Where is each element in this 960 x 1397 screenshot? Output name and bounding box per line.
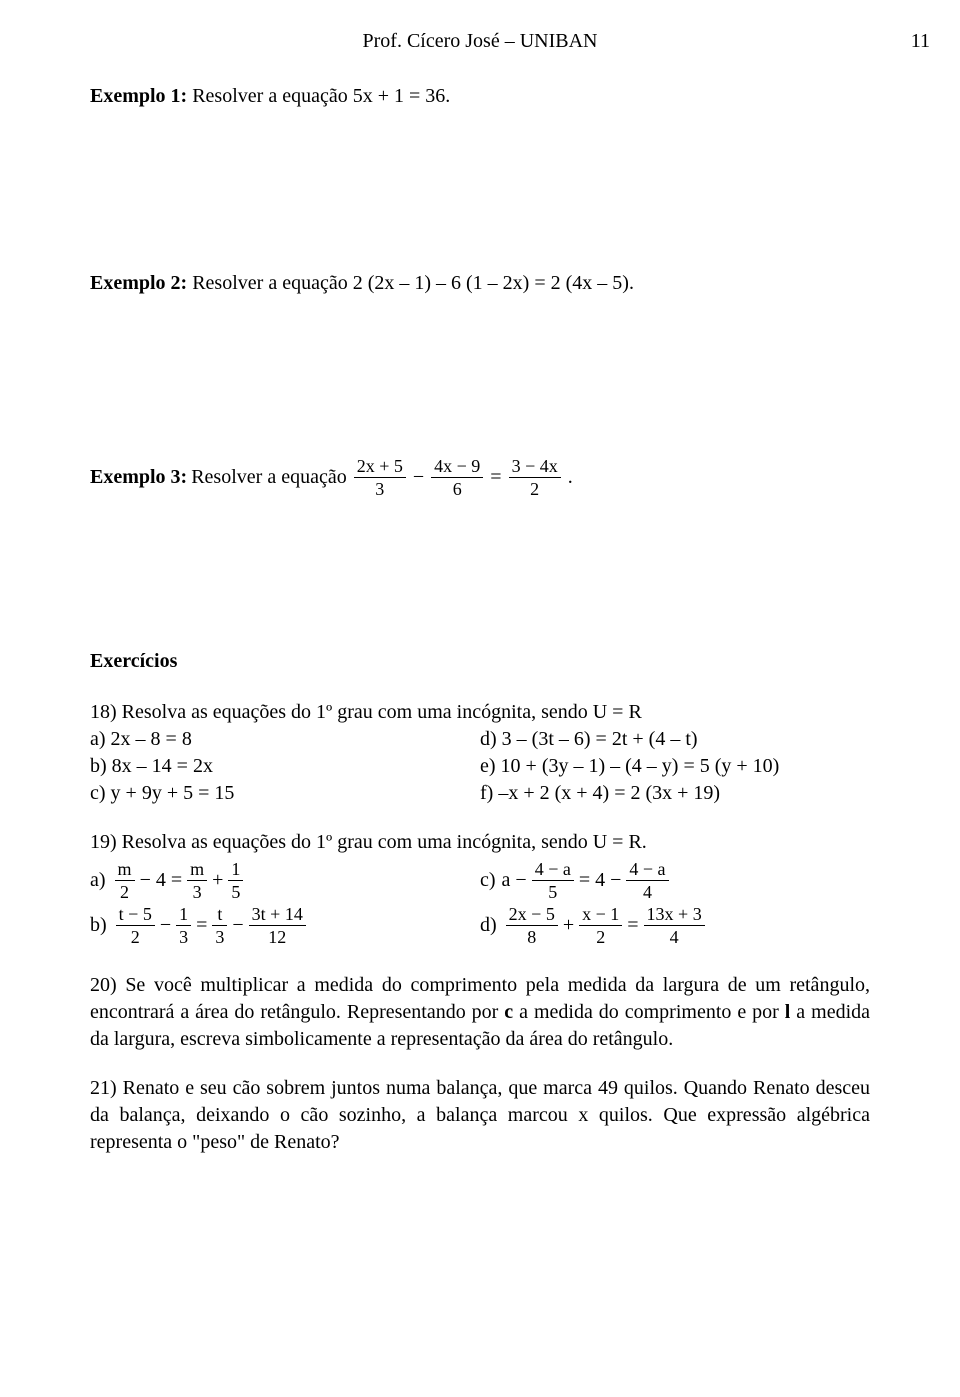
q18-intro: 18) Resolva as equações do 1º grau com u…	[90, 699, 870, 726]
q19-a: a) m2 − 4 = m3 + 15	[90, 860, 480, 901]
example-1-label: Exemplo 1:	[90, 85, 187, 107]
example-3-label: Exemplo 3:	[90, 464, 187, 491]
example-2-label: Exemplo 2:	[90, 272, 187, 294]
q19-intro: 19) Resolva as equações do 1º grau com u…	[90, 829, 870, 856]
example-1-text: Resolver a equação 5x + 1 = 36.	[187, 85, 450, 107]
example-2: Exemplo 2: Resolver a equação 2 (2x – 1)…	[90, 270, 870, 297]
page-header: Prof. Cícero José – UNIBAN 11	[90, 28, 870, 55]
q19-b: b) t − 52 − 13 = t3 − 3t + 1412	[90, 905, 480, 946]
q18-a: a) 2x – 8 = 8	[90, 726, 480, 753]
question-19: 19) Resolva as equações do 1º grau com u…	[90, 829, 870, 950]
example-3: Exemplo 3: Resolver a equação 2x + 5 3 −…	[90, 457, 870, 498]
question-21: 21) Renato e seu cão sobrem juntos numa …	[90, 1075, 870, 1156]
exercicios-heading: Exercícios	[90, 648, 870, 675]
q19-c: c) a − 4 − a5 = 4 − 4 − a4	[480, 860, 870, 901]
q18-e: e) 10 + (3y – 1) – (4 – y) = 5 (y + 10)	[480, 753, 870, 780]
q19-d: d) 2x − 58 + x − 12 = 13x + 34	[480, 905, 870, 946]
q18-d: d) 3 – (3t – 6) = 2t + (4 – t)	[480, 726, 870, 753]
ex3-minus: −	[413, 464, 424, 491]
example-1: Exemplo 1: Resolver a equação 5x + 1 = 3…	[90, 83, 870, 110]
ex3-frac-3: 3 − 4x 2	[509, 457, 561, 498]
ex3-frac-1: 2x + 5 3	[354, 457, 406, 498]
ex3-frac-2: 4x − 9 6	[431, 457, 483, 498]
ex3-eq: =	[490, 464, 501, 491]
ex3-dot: .	[568, 464, 573, 491]
header-text: Prof. Cícero José – UNIBAN	[363, 30, 598, 52]
q18-f: f) –x + 2 (x + 4) = 2 (3x + 19)	[480, 780, 870, 807]
question-18: 18) Resolva as equações do 1º grau com u…	[90, 699, 870, 807]
page-number: 11	[911, 28, 930, 55]
q18-c: c) y + 9y + 5 = 15	[90, 780, 480, 807]
example-3-lead: Resolver a equação	[191, 464, 346, 491]
question-20: 20) Se você multiplicar a medida do comp…	[90, 972, 870, 1053]
example-2-text: Resolver a equação 2 (2x – 1) – 6 (1 – 2…	[187, 272, 634, 294]
q18-b: b) 8x – 14 = 2x	[90, 753, 480, 780]
